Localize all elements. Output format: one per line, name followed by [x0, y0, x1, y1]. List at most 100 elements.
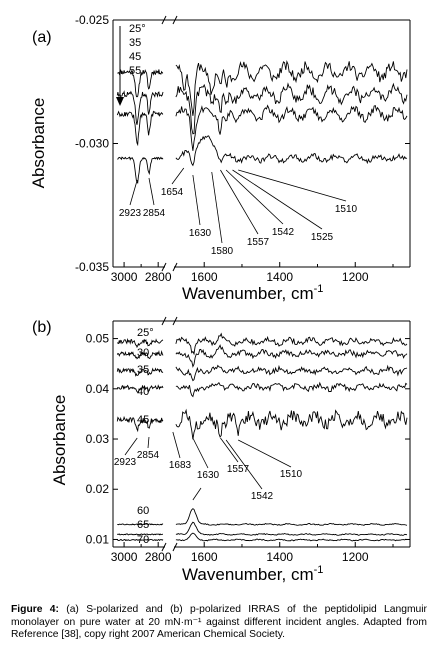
pa-break-mark	[172, 262, 178, 272]
pb-y-tick-label: 0.03	[86, 432, 110, 446]
pb-annotation-leader	[147, 436, 150, 449]
pb-annotation-label: 2854	[137, 450, 160, 461]
pa-annotation-label: 1510	[335, 204, 358, 215]
pb-annotation-label: 1630	[197, 470, 220, 481]
pb-annotation-leader	[225, 439, 263, 490]
pa-x-tick-label: 1400	[266, 270, 293, 284]
pb-series-line-5	[175, 508, 408, 526]
pa-y-axis-label: Absorbance	[29, 98, 48, 189]
pb-annotation-label: 1557	[227, 464, 250, 475]
pb-annotation-leader	[124, 437, 138, 456]
figure-canvas: 3000 2800 1600 1400 1200 -0.025 -0.030 -0.035 (a…	[29, 13, 411, 584]
pb-series-label: 35	[137, 364, 149, 376]
pb-annotation-label: 1683	[169, 460, 192, 471]
pa-annotation-leader	[220, 169, 259, 235]
pa-series-line-1	[116, 90, 164, 125]
pb-x-axis-label-sup: -1	[314, 564, 324, 576]
pb-annotation-leader	[238, 439, 292, 468]
pb-series-line-7	[175, 532, 408, 542]
pb-break-mark	[161, 316, 167, 326]
pa-x-axis-label: Wavenumber, cm-1	[182, 283, 323, 303]
pb-annotation-leader	[192, 437, 209, 469]
pb-annotation-label: 1542	[251, 491, 274, 502]
pa-annotation-label: 1542	[272, 227, 295, 238]
pb-series-line-4	[116, 415, 164, 433]
pb-peak-arrow	[192, 487, 202, 501]
pa-annotation-leader	[238, 169, 347, 202]
pb-y-axis-label: Absorbance	[50, 395, 69, 486]
pa-annotation-label: 1525	[311, 232, 334, 243]
pb-series-label: 60	[137, 505, 149, 517]
pa-annotation-leader	[225, 169, 284, 225]
pa-series-line-0	[117, 69, 164, 98]
pa-annotation-leader	[171, 167, 185, 185]
pa-annotation-leader	[211, 171, 223, 244]
pa-panel-label: (a)	[32, 29, 52, 46]
pb-series-line-1	[116, 349, 164, 360]
pb-x-tick-label: 1200	[342, 550, 369, 564]
pb-x-tick-label: 2800	[145, 550, 172, 564]
pb-series-line-4	[175, 408, 408, 440]
caption-label: Figure 4:	[11, 604, 59, 615]
pb-x-tick-label: 1600	[191, 550, 218, 564]
pb-series-label: 70	[137, 534, 149, 546]
pb-series-label: 30	[137, 347, 149, 359]
pa-series-label: 45	[129, 51, 141, 63]
pa-x-tick-label: 1600	[191, 270, 218, 284]
pa-x-tick-label: 3000	[111, 270, 138, 284]
pa-x-axis-label-sup: -1	[314, 283, 324, 295]
pa-series-label: 25°	[129, 23, 146, 35]
pb-series-line-0	[116, 337, 164, 349]
pa-series-line-1	[175, 82, 408, 135]
pa-series-line-2	[116, 110, 164, 147]
pb-series-line-0	[175, 332, 408, 356]
pb-y-tick-label: 0.04	[86, 382, 110, 396]
pb-annotation-leader	[220, 437, 239, 463]
pa-x-tick-label: 2800	[145, 270, 172, 284]
pa-y-tick-label: -0.035	[75, 260, 109, 274]
figure-caption: Figure 4: (a) S-polarized and (b) p-pola…	[11, 604, 427, 642]
pa-break-mark	[161, 262, 167, 272]
pa-y-tick-label: -0.030	[75, 137, 109, 151]
pb-annotation-label: 1510	[280, 469, 303, 480]
pb-x-axis-label: Wavenumber, cm-1	[182, 564, 323, 584]
pa-series-line-3	[175, 135, 408, 167]
pb-annotation-label: 2923	[114, 457, 137, 468]
pa-series-line-2	[175, 104, 408, 151]
pb-series-line-2	[175, 364, 408, 382]
pb-break-mark	[161, 542, 167, 552]
pb-series-label: 65	[137, 519, 149, 531]
pb-series-label: 40	[137, 386, 149, 398]
pa-break-mark	[172, 15, 178, 25]
pb-x-tick-label: 1400	[266, 550, 293, 564]
caption-text: (a) S-polarized and (b) p-polarized IRRA…	[11, 604, 427, 641]
pb-x-tick-label: 3000	[111, 550, 138, 564]
pa-order-arrowhead	[116, 97, 124, 106]
pb-series-label: 25°	[137, 327, 154, 339]
pb-series-line-2	[116, 367, 164, 377]
pa-annotation-leader	[232, 169, 323, 230]
pa-annotation-leader	[148, 177, 155, 206]
pb-y-tick-label: 0.05	[86, 332, 110, 346]
pb-series-line-3	[175, 381, 408, 398]
pb-series-line-6	[175, 521, 408, 536]
pb-series-label: 45	[137, 414, 149, 426]
pa-x-tick-label: 1200	[342, 270, 369, 284]
pa-annotation-leader	[129, 179, 138, 206]
pa-series-line-0	[175, 60, 408, 116]
pb-series-line-1	[175, 344, 408, 368]
pa-y-tick-label: -0.025	[75, 13, 109, 27]
pa-series-label: 35	[129, 37, 141, 49]
pa-series-line-3	[117, 156, 164, 184]
pa-annotation-label: 2854	[143, 208, 166, 219]
pa-break-mark	[161, 15, 167, 25]
pb-break-mark	[172, 316, 178, 326]
pb-y-tick-label: 0.01	[86, 532, 110, 546]
pb-series-line-3	[116, 384, 164, 393]
pa-annotation-label: 1630	[189, 228, 212, 239]
pa-annotation-label: 2923	[119, 208, 142, 219]
pb-annotation-leader	[172, 431, 181, 459]
pb-panel-label: (b)	[32, 319, 52, 336]
pb-series-line-6	[116, 533, 164, 536]
pa-annotation-label: 1580	[211, 246, 234, 257]
